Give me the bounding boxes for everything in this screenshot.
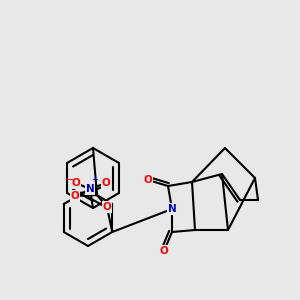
- Text: O: O: [72, 178, 80, 188]
- Text: O: O: [102, 178, 110, 188]
- Text: N: N: [85, 184, 94, 194]
- Text: O: O: [144, 175, 152, 185]
- Text: N: N: [168, 204, 176, 214]
- Text: O: O: [103, 202, 111, 212]
- Text: O: O: [160, 246, 168, 256]
- Text: −: −: [65, 175, 75, 185]
- Text: O: O: [70, 191, 80, 201]
- Text: +: +: [92, 175, 98, 184]
